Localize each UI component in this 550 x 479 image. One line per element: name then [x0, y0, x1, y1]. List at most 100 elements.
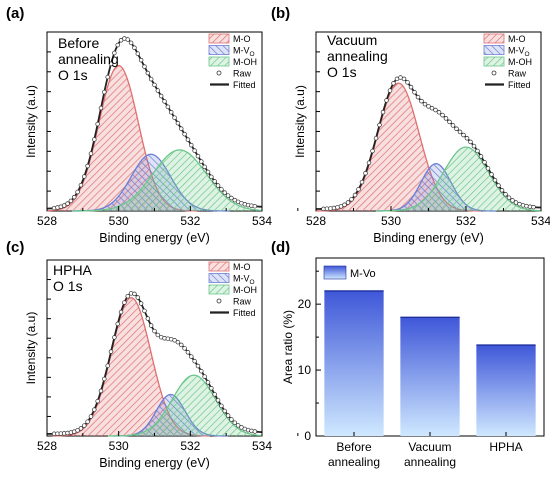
legend-label: M-VO [233, 274, 255, 287]
raw-point [464, 136, 470, 141]
raw-point [370, 148, 375, 154]
raw-point [85, 163, 90, 169]
panel-annotation: O 1s [327, 64, 357, 80]
raw-point [102, 376, 107, 382]
y-axis-label: Area ratio (%) [281, 310, 295, 384]
legend-label: M-Vo [350, 268, 376, 280]
peak-area-m-oh [376, 147, 541, 211]
raw-point [108, 349, 114, 354]
x-tick-label: 532 [180, 439, 200, 453]
panel-letter: (c) [6, 239, 24, 256]
legend-swatch [208, 273, 230, 283]
raw-point [492, 177, 498, 183]
raw-point [125, 293, 130, 299]
peak-line-m-oh [107, 374, 263, 437]
legend-marker-raw [216, 70, 222, 76]
raw-point [377, 122, 382, 128]
legend-subscript: O [250, 51, 255, 58]
raw-point [215, 397, 221, 403]
xps-panel-a: 528 530 532 534 Binding energy (eV) Intensity… [6, 5, 299, 245]
raw-point [384, 98, 389, 103]
raw-point [199, 159, 204, 164]
raw-point [195, 153, 201, 159]
raw-point [225, 193, 231, 198]
raw-point [471, 143, 477, 149]
legend-label: Raw [233, 297, 252, 307]
raw-point [436, 110, 442, 115]
raw-point [415, 94, 421, 100]
raw-point [108, 61, 114, 67]
raw-point [401, 76, 407, 82]
raw-point [345, 200, 351, 205]
raw-point [222, 408, 227, 414]
raw-point [78, 426, 84, 431]
raw-point [135, 295, 141, 300]
raw-point [342, 202, 347, 208]
raw-point [61, 203, 67, 208]
raw-point [485, 166, 491, 171]
raw-point [92, 137, 97, 142]
x-axis-label: Binding energy (eV) [373, 231, 483, 245]
raw-point [387, 88, 393, 93]
x-tick-label: 528 [37, 439, 57, 453]
raw-point [179, 342, 184, 348]
legend-marker-raw [216, 298, 222, 304]
raw-point [145, 70, 151, 76]
raw-point [71, 194, 77, 200]
x-tick-label: 530 [381, 214, 401, 228]
raw-point [158, 93, 164, 99]
raw-point [185, 137, 191, 142]
raw-point [88, 414, 94, 419]
raw-point [98, 388, 104, 394]
raw-point [128, 40, 134, 46]
raw-point [229, 195, 234, 201]
raw-point [92, 407, 97, 412]
raw-point [105, 74, 110, 80]
legend-swatch [208, 261, 230, 272]
x-tick-label: 530 [109, 214, 129, 228]
raw-point [112, 50, 117, 56]
raw-point [175, 339, 181, 345]
legend-swatch [483, 45, 505, 55]
legend-label: M-OH [233, 57, 257, 67]
y-tick-label: 20 [298, 297, 312, 311]
legend-marker-raw [491, 70, 497, 76]
x-tick-label: 530 [109, 439, 129, 453]
raw-point [408, 84, 414, 90]
bar [400, 317, 460, 436]
y-tick-label: 10 [298, 363, 312, 377]
raw-point [162, 99, 167, 104]
raw-point [118, 309, 124, 315]
raw-point [252, 203, 258, 209]
raw-point [457, 129, 463, 135]
raw-point [225, 413, 231, 418]
raw-point [115, 321, 120, 327]
legend-swatch [208, 56, 230, 67]
legend-swatch [208, 284, 230, 295]
raw-point [506, 195, 512, 200]
raw-point [373, 135, 379, 141]
x-tick-label: 532 [180, 214, 200, 228]
raw-point [356, 187, 361, 192]
x-axis-label: Binding energy (eV) [99, 231, 209, 245]
raw-point [209, 386, 214, 391]
raw-point [189, 354, 194, 359]
raw-point [443, 116, 449, 121]
legend-swatch [483, 33, 505, 44]
raw-point [102, 89, 107, 95]
legend-label: M-VO [233, 46, 255, 59]
raw-point [192, 358, 197, 364]
raw-point [510, 198, 515, 203]
raw-point [182, 346, 187, 351]
raw-point [205, 169, 211, 175]
legend-swatch [483, 56, 505, 67]
bar [324, 290, 384, 436]
raw-point [142, 308, 147, 314]
raw-point [499, 188, 505, 193]
raw-point [75, 428, 80, 433]
raw-point [219, 403, 224, 409]
raw-point [359, 179, 365, 185]
category-label: annealing [404, 455, 456, 469]
